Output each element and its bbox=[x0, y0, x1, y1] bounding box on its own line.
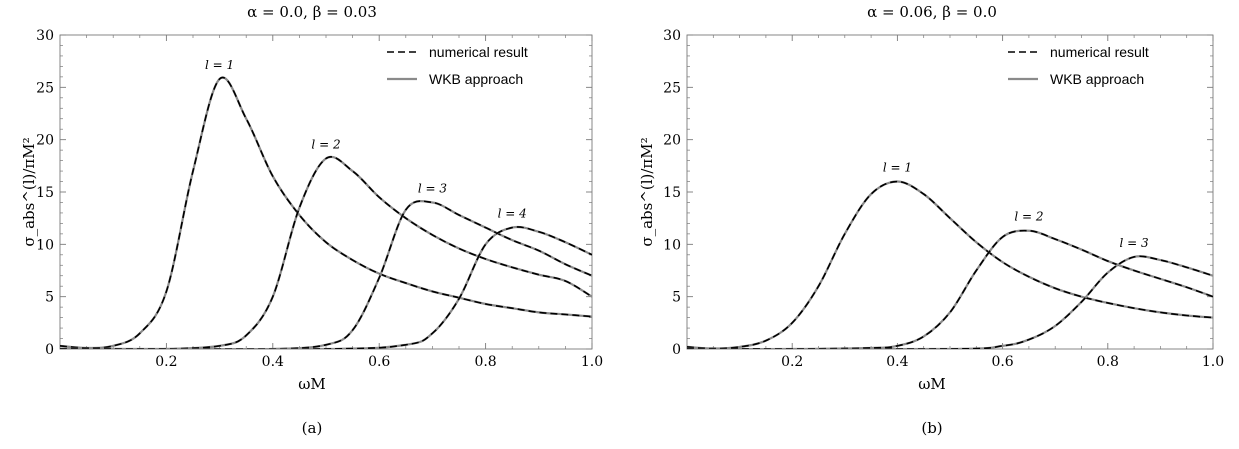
x-tick-label: 0.4 bbox=[886, 354, 908, 370]
y-tick-label: 20 bbox=[36, 133, 54, 149]
chart-title: α = 0.06, β = 0.0 bbox=[867, 3, 997, 21]
y-tick-label: 15 bbox=[36, 185, 54, 201]
y-tick-label: 30 bbox=[663, 28, 681, 44]
x-tick-label: 1.0 bbox=[1202, 354, 1224, 370]
legend-label: WKB approach bbox=[429, 71, 523, 87]
y-tick-label: 25 bbox=[36, 80, 54, 96]
series-annotation: l = 2 bbox=[311, 138, 340, 152]
y-tick-label: 15 bbox=[663, 185, 681, 201]
x-axis-label: ωM bbox=[918, 375, 946, 393]
series-annotation: l = 4 bbox=[498, 207, 527, 221]
y-axis-label: σ_abs^(l)/πM² bbox=[638, 137, 656, 246]
series-wkb-line bbox=[60, 199, 592, 349]
x-axis-label: ωM bbox=[298, 375, 326, 393]
x-tick-label: 0.8 bbox=[1097, 354, 1119, 370]
y-tick-label: 5 bbox=[45, 290, 54, 306]
series-annotation: l = 3 bbox=[418, 181, 448, 195]
x-tick-label: 0.8 bbox=[474, 354, 496, 370]
panel-caption: (b) bbox=[921, 419, 942, 437]
chart-title: α = 0.0, β = 0.03 bbox=[247, 3, 377, 21]
y-tick-label: 20 bbox=[663, 133, 681, 149]
series-numerical-line bbox=[687, 180, 1213, 349]
y-tick-label: 0 bbox=[672, 342, 681, 358]
y-tick-label: 10 bbox=[663, 237, 681, 253]
series-annotation: l = 2 bbox=[1014, 210, 1043, 224]
series-numerical-line bbox=[687, 229, 1213, 349]
x-tick-label: 0.2 bbox=[781, 354, 803, 370]
series-numerical-line bbox=[60, 76, 592, 349]
series-wkb-line bbox=[687, 180, 1213, 349]
y-tick-label: 0 bbox=[45, 342, 54, 358]
y-tick-label: 30 bbox=[36, 28, 54, 44]
panel-caption: (a) bbox=[302, 419, 323, 437]
series-wkb-line bbox=[60, 155, 592, 349]
x-tick-label: 0.4 bbox=[262, 354, 284, 370]
legend-label: WKB approach bbox=[1050, 71, 1144, 87]
series-annotation: l = 1 bbox=[205, 58, 234, 72]
series-numerical-line bbox=[60, 200, 592, 349]
chart-panel-a: α = 0.0, β = 0.03 0.2 0.4 0.6 0.8 1.0 0 5 10 15 20… bbox=[20, 3, 603, 437]
series-numerical-line bbox=[60, 226, 592, 349]
series-annotation: l = 1 bbox=[883, 161, 912, 175]
x-tick-label: 0.2 bbox=[155, 354, 177, 370]
y-tick-label: 10 bbox=[36, 237, 54, 253]
series-numerical-line bbox=[687, 255, 1213, 349]
y-tick-label: 25 bbox=[663, 80, 681, 96]
series-numerical-line bbox=[60, 156, 592, 349]
y-tick-label: 5 bbox=[672, 290, 681, 306]
x-tick-label: 1.0 bbox=[581, 354, 603, 370]
x-tick-label: 0.6 bbox=[368, 354, 390, 370]
series-wkb-line bbox=[60, 225, 592, 349]
legend-label: numerical result bbox=[1050, 44, 1149, 60]
y-axis-label: σ_abs^(l)/πM² bbox=[20, 137, 38, 246]
legend-label: numerical result bbox=[429, 44, 528, 60]
series-annotation: l = 3 bbox=[1120, 236, 1150, 250]
chart-panel-b: α = 0.06, β = 0.0 0.2 0.4 0.6 0.8 1.0 0 5 10 15 20… bbox=[638, 3, 1224, 437]
x-tick-label: 0.6 bbox=[991, 354, 1013, 370]
